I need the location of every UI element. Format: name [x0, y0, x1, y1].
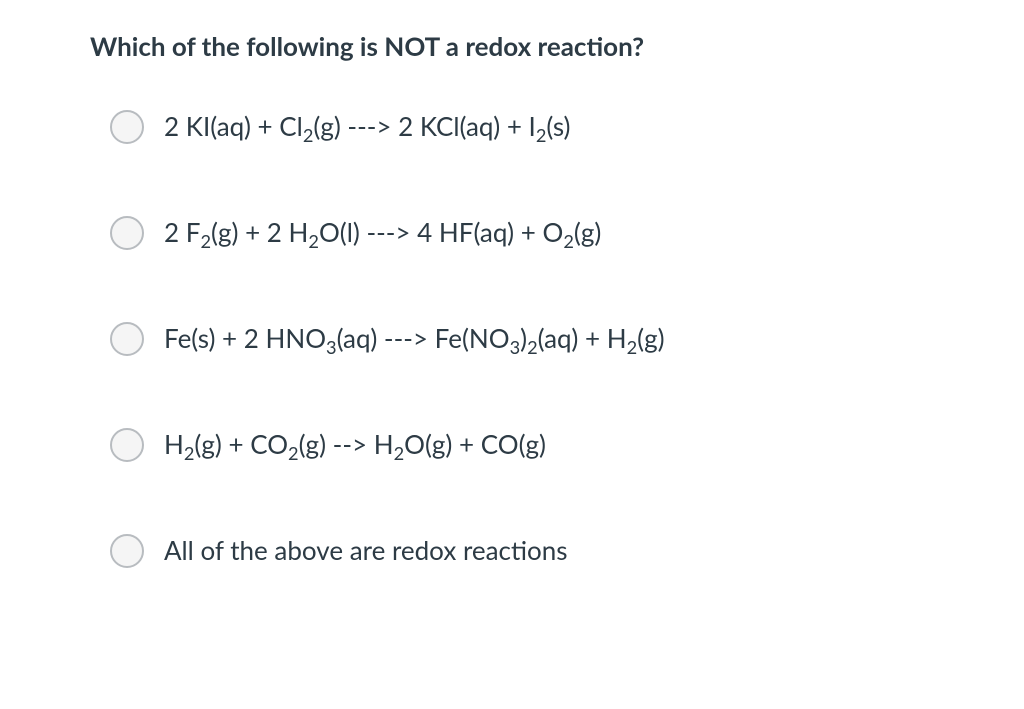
radio-icon[interactable] [110, 534, 144, 568]
option-label-b: 2 F2(g) + 2 H2O(l) ---> 4 HF(aq) + O2(g) [164, 217, 601, 248]
radio-icon[interactable] [110, 216, 144, 250]
option-label-d: H2(g) + CO2(g) --> H2O(g) + CO(g) [164, 429, 546, 460]
option-row-a[interactable]: 2 KI(aq) + Cl2(g) ---> 2 KCl(aq) + I2(s) [110, 110, 934, 144]
question-text: Which of the following is NOT a redox re… [90, 30, 934, 62]
option-label-c: Fe(s) + 2 HNO3(aq) ---> Fe(NO3)2(aq) + H… [164, 323, 665, 354]
radio-icon[interactable] [110, 322, 144, 356]
radio-icon[interactable] [110, 110, 144, 144]
radio-icon[interactable] [110, 428, 144, 462]
option-row-b[interactable]: 2 F2(g) + 2 H2O(l) ---> 4 HF(aq) + O2(g) [110, 216, 934, 250]
option-row-d[interactable]: H2(g) + CO2(g) --> H2O(g) + CO(g) [110, 428, 934, 462]
option-row-e[interactable]: All of the above are redox reactions [110, 534, 934, 568]
options-container: 2 KI(aq) + Cl2(g) ---> 2 KCl(aq) + I2(s)… [90, 110, 934, 568]
option-label-a: 2 KI(aq) + Cl2(g) ---> 2 KCl(aq) + I2(s) [164, 111, 571, 142]
option-row-c[interactable]: Fe(s) + 2 HNO3(aq) ---> Fe(NO3)2(aq) + H… [110, 322, 934, 356]
option-label-e: All of the above are redox reactions [164, 535, 567, 566]
